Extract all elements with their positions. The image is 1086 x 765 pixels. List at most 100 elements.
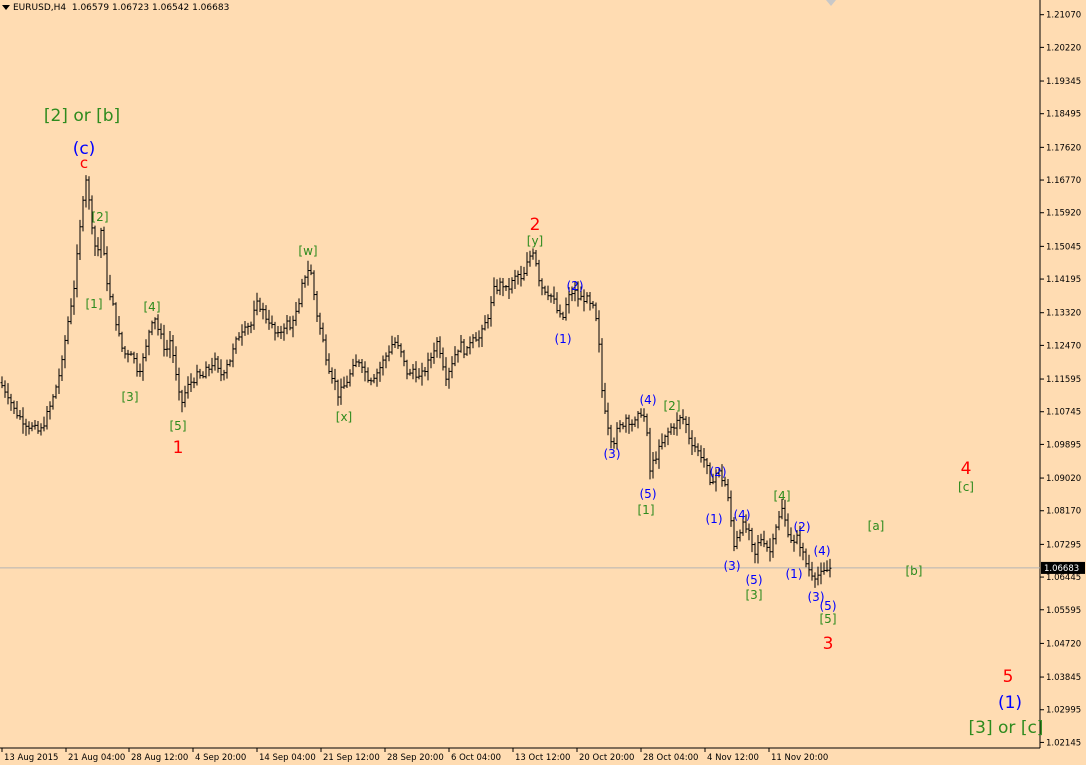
wave-label: [2] or [b] <box>44 106 120 126</box>
wave-label: (5) <box>746 573 763 587</box>
wave-label: [5] <box>820 612 837 626</box>
ohlc-bar <box>771 533 775 558</box>
ohlc-bar <box>63 335 67 369</box>
ohlc-bar <box>144 339 148 362</box>
ohlc-bar <box>120 331 124 353</box>
ohlc-bar <box>75 244 79 298</box>
ohlc-bar <box>87 176 91 210</box>
price-axis[interactable]: 1.21070 1.20220 1.19345 1.18495 1.17620 1.167… <box>1040 11 1081 749</box>
ohlc-bar <box>90 195 94 235</box>
ohlc-bar <box>123 346 127 359</box>
ohlc-bar <box>402 349 406 367</box>
ohlc-bar <box>768 538 772 562</box>
ohlc-bar <box>210 357 214 374</box>
dropdown-triangle-icon[interactable] <box>2 5 10 10</box>
ohlc-bar <box>522 266 526 281</box>
wave-label: [3] <box>746 588 763 602</box>
ohlc-bar <box>426 352 430 381</box>
ohlc-bar <box>702 448 706 468</box>
price-tick-label: 1.03845 <box>1046 673 1081 683</box>
ohlc-bar <box>573 280 577 302</box>
ohlc-bar <box>741 516 745 536</box>
ohlc-bar <box>267 309 271 330</box>
ohlc-bar <box>204 361 208 379</box>
ohlc-bar <box>96 237 100 257</box>
ohlc-bar <box>801 542 805 561</box>
ohlc-bar <box>288 316 292 331</box>
ohlc-bar <box>411 363 415 380</box>
current-price-tag: 1.06683 <box>1041 561 1085 574</box>
ohlc-bar <box>519 265 523 287</box>
ohlc-bar <box>735 530 739 550</box>
ohlc-bar <box>531 248 535 260</box>
wave-label: (2) <box>710 465 727 479</box>
time-tick-label: 28 Sep 20:00 <box>387 753 444 763</box>
ohlc-bar <box>549 293 553 303</box>
ohlc-bar <box>648 427 652 480</box>
ohlc-bar <box>240 324 244 346</box>
ohlc-bar <box>393 337 397 349</box>
ohlc-bar <box>732 517 736 552</box>
ohlc-bar <box>156 314 160 336</box>
ohlc-bar <box>498 277 502 296</box>
ohlc-bar <box>51 394 55 410</box>
ohlc-bar <box>339 378 343 405</box>
ohlc-bar <box>624 414 628 433</box>
ohlc-bar <box>24 418 28 436</box>
wave-label: (2) <box>567 279 584 293</box>
ohlc-bar <box>105 246 109 292</box>
time-axis[interactable]: 13 Aug 2015 21 Aug 04:00 28 Aug 12:00 4 Sep… <box>1 748 828 763</box>
ohlc-bar <box>453 346 457 367</box>
ohlc-bar <box>126 349 130 363</box>
ohlc-bar <box>147 329 151 356</box>
ohlc-bar <box>231 343 235 368</box>
price-tick-label: 1.18495 <box>1046 110 1081 120</box>
chart-frame <box>0 0 1041 749</box>
chart-info-bar: EURUSD,H4 1.06579 1.06723 1.06542 1.0668… <box>2 3 229 13</box>
ohlc-bar <box>273 321 277 341</box>
ohlc-bar <box>225 359 229 379</box>
wave-label: [3] <box>122 390 139 404</box>
ohlc-bar <box>252 300 256 330</box>
ohlc-bar <box>150 320 154 336</box>
wave-label: [y] <box>527 234 543 248</box>
ohlc-bar <box>306 260 310 286</box>
time-tick-label: 28 Oct 04:00 <box>643 753 698 763</box>
ohlc-bar <box>465 346 469 356</box>
ohlc-bar <box>543 285 547 296</box>
ohlc-bar <box>729 490 733 527</box>
ohlc-bar <box>261 302 265 320</box>
ohlc-bar <box>213 352 217 371</box>
ohlc-bar <box>471 334 475 349</box>
ohlc-bar <box>57 368 61 394</box>
ohlc-bar <box>798 525 802 557</box>
ohlc-bar <box>432 342 436 364</box>
ohlc-bar <box>195 364 199 386</box>
ohlc-bar <box>72 280 76 315</box>
chart-shift-marker-icon[interactable] <box>826 0 836 6</box>
ohlc-bar <box>633 416 637 428</box>
ohlc-bar <box>516 270 520 285</box>
ohlc-bar <box>408 368 412 376</box>
ohlc-bar <box>114 302 118 331</box>
ohlc-bar <box>60 355 64 381</box>
ohlc-bar <box>552 286 556 305</box>
ohlc-bar <box>675 412 679 436</box>
ohlc-bar <box>372 373 376 384</box>
ohlc-bar <box>30 422 34 432</box>
ohlc-bar <box>588 292 592 311</box>
ohlc-bar <box>600 338 604 398</box>
symbol-label: EURUSD,H4 <box>13 3 67 13</box>
ohlc-bar <box>615 422 619 450</box>
ohlc-bar <box>504 285 508 291</box>
ohlc-bar <box>135 352 139 377</box>
ohlc-bar <box>534 250 538 267</box>
ohlc-bar <box>48 401 52 420</box>
ohlc-bar <box>540 278 544 296</box>
ohlc-bar <box>396 334 400 349</box>
wave-label: (3) <box>808 590 825 604</box>
price-tick-label: 1.09895 <box>1046 440 1081 450</box>
ohlc-bar <box>486 314 490 329</box>
